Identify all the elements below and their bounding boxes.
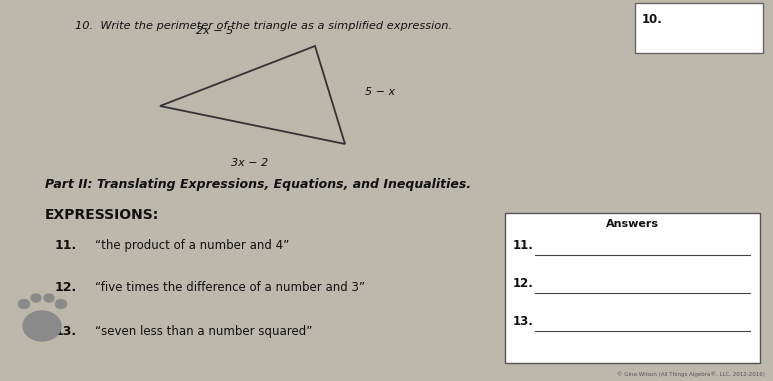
Ellipse shape: [31, 294, 41, 302]
Text: 10.: 10.: [642, 13, 663, 26]
Text: 10.  Write the perimeter of the triangle as a simplified expression.: 10. Write the perimeter of the triangle …: [75, 21, 452, 31]
Text: 2x − 5: 2x − 5: [196, 26, 233, 36]
Text: 3x − 2: 3x − 2: [231, 158, 269, 168]
Text: 13.: 13.: [55, 325, 77, 338]
Text: “five times the difference of a number and 3”: “five times the difference of a number a…: [95, 281, 365, 294]
Ellipse shape: [44, 294, 54, 302]
Text: EXPRESSIONS:: EXPRESSIONS:: [45, 208, 159, 222]
Text: 5 − x: 5 − x: [365, 87, 395, 97]
Ellipse shape: [23, 311, 61, 341]
Text: 11.: 11.: [55, 239, 77, 252]
FancyBboxPatch shape: [505, 213, 760, 363]
Text: © Gina Wilson (All Things Algebra®, LLC, 2012-2016): © Gina Wilson (All Things Algebra®, LLC,…: [617, 371, 765, 377]
Text: 12.: 12.: [513, 277, 534, 290]
Text: 11.: 11.: [513, 239, 534, 252]
FancyBboxPatch shape: [635, 3, 763, 53]
Text: “seven less than a number squared”: “seven less than a number squared”: [95, 325, 312, 338]
Text: 13.: 13.: [513, 315, 534, 328]
Ellipse shape: [19, 299, 29, 309]
Text: Part II: Translating Expressions, Equations, and Inequalities.: Part II: Translating Expressions, Equati…: [45, 178, 471, 191]
Text: Answers: Answers: [606, 219, 659, 229]
Text: “the product of a number and 4”: “the product of a number and 4”: [95, 239, 289, 252]
Text: 12.: 12.: [55, 281, 77, 294]
Ellipse shape: [56, 299, 66, 309]
